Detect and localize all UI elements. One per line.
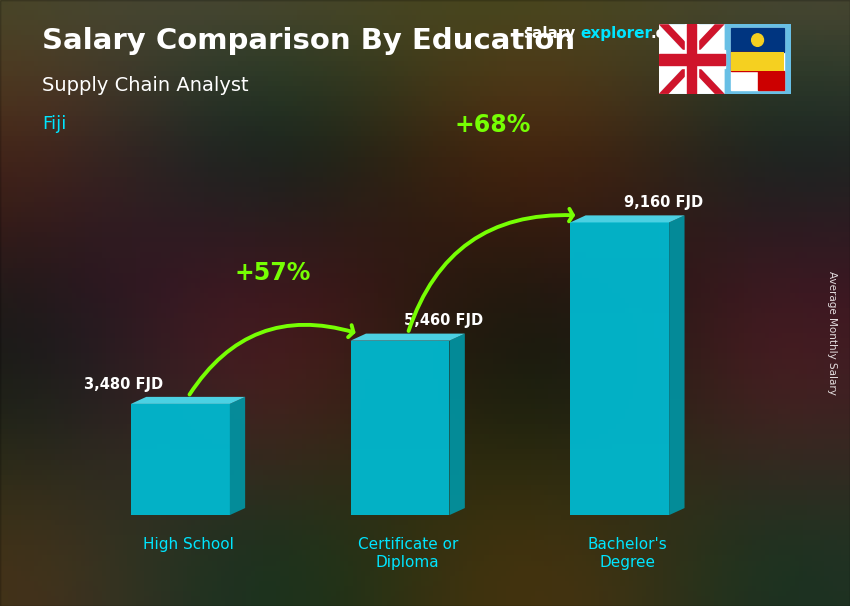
FancyArrowPatch shape (190, 325, 354, 395)
Text: Average Monthly Salary: Average Monthly Salary (827, 271, 837, 395)
Polygon shape (669, 215, 684, 515)
Polygon shape (659, 24, 692, 59)
Text: .com: .com (650, 26, 691, 41)
Bar (731, 52, 757, 71)
Text: Bachelor's
Degree: Bachelor's Degree (587, 538, 667, 570)
Polygon shape (659, 59, 724, 94)
Text: +68%: +68% (455, 113, 531, 137)
Polygon shape (659, 24, 724, 59)
Polygon shape (350, 334, 465, 341)
Polygon shape (731, 52, 784, 71)
Polygon shape (570, 215, 684, 222)
Bar (659, 53, 724, 65)
Text: Salary Comparison By Education: Salary Comparison By Education (42, 27, 575, 55)
Polygon shape (692, 59, 724, 94)
Text: 9,160 FJD: 9,160 FJD (624, 195, 703, 210)
Text: Certificate or
Diploma: Certificate or Diploma (358, 538, 458, 570)
Text: 3,480 FJD: 3,480 FJD (83, 377, 162, 391)
Polygon shape (692, 24, 724, 59)
Bar (731, 28, 784, 90)
Circle shape (751, 34, 763, 46)
Bar (685, 24, 698, 94)
Polygon shape (659, 24, 692, 94)
FancyArrowPatch shape (409, 209, 573, 331)
Text: High School: High School (143, 538, 234, 553)
Text: 5,460 FJD: 5,460 FJD (405, 313, 484, 328)
Polygon shape (131, 397, 245, 404)
Text: +57%: +57% (235, 261, 311, 285)
Polygon shape (230, 397, 245, 515)
Polygon shape (131, 404, 230, 515)
Bar (757, 71, 784, 90)
Bar (731, 28, 784, 52)
Text: salary: salary (523, 26, 575, 41)
Text: explorer: explorer (581, 26, 653, 41)
Polygon shape (692, 24, 724, 94)
Polygon shape (570, 222, 669, 515)
Polygon shape (659, 59, 692, 94)
Bar (659, 50, 724, 68)
Text: Supply Chain Analyst: Supply Chain Analyst (42, 76, 249, 95)
Bar (687, 24, 696, 94)
Text: Fiji: Fiji (42, 115, 67, 133)
Polygon shape (450, 334, 465, 515)
Polygon shape (350, 341, 450, 515)
